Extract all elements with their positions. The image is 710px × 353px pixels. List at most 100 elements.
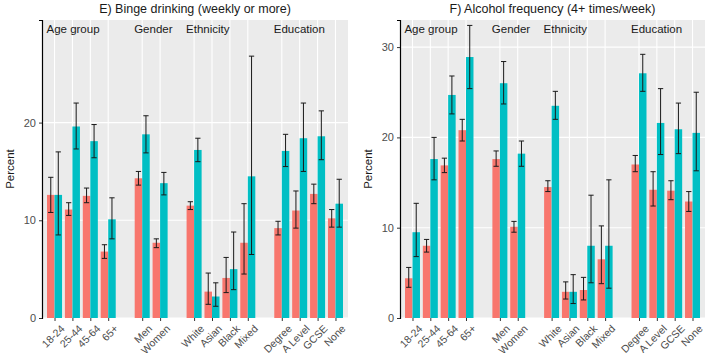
plot-background — [400, 20, 705, 318]
bar — [685, 202, 692, 318]
tick-mark — [466, 318, 467, 321]
group-label: Gender — [134, 23, 173, 35]
error-bar — [102, 245, 107, 259]
error-bars — [414, 25, 699, 303]
error-bar — [511, 221, 516, 232]
bar — [142, 134, 150, 318]
tick-mark — [552, 318, 553, 321]
group-label: Age group — [46, 23, 99, 35]
tick-mark — [518, 318, 519, 321]
tick-mark — [39, 123, 42, 124]
error-bar — [74, 103, 79, 149]
error-bar — [501, 62, 506, 104]
group-label: Ethnicity — [186, 23, 230, 35]
tick-label: 0 — [30, 312, 36, 324]
tick: 30 — [382, 41, 400, 53]
tick-mark — [90, 318, 91, 321]
tick-label: 65+ — [99, 322, 120, 343]
error-bar — [571, 275, 576, 304]
bar — [430, 159, 437, 318]
error-bar — [66, 203, 71, 216]
tick-mark — [397, 47, 400, 48]
error-bar — [143, 116, 148, 153]
error-bar — [206, 273, 211, 304]
tick-label: 45-64 — [433, 322, 461, 350]
bar — [83, 196, 91, 318]
tick-mark — [569, 318, 570, 321]
tick-mark — [639, 318, 640, 321]
bar-series — [412, 57, 700, 318]
tick-label: 0 — [388, 312, 394, 324]
error-bar — [337, 179, 342, 227]
error-bar — [414, 203, 419, 256]
error-bar — [431, 137, 436, 179]
tick-mark — [72, 318, 73, 321]
tick-label: 20 — [24, 117, 36, 129]
error-bar — [154, 239, 159, 248]
bar — [282, 151, 290, 318]
error-bar — [519, 141, 524, 166]
error-bar — [293, 191, 298, 228]
bar — [423, 246, 430, 318]
tick-label: 45-64 — [75, 322, 103, 350]
tick: None — [321, 318, 347, 348]
tick-mark — [108, 318, 109, 321]
bar — [153, 243, 161, 318]
tick: 65+ — [457, 318, 478, 343]
bar — [510, 227, 517, 318]
bar — [101, 252, 109, 318]
tick-mark — [397, 137, 400, 138]
axis-line — [39, 21, 43, 319]
bar — [187, 206, 195, 318]
y-grid — [42, 123, 348, 318]
tick-mark — [318, 318, 319, 321]
error-bar — [467, 25, 472, 88]
error-bar — [329, 210, 334, 228]
figure: Age group Gender Ethnicity Education 0 10 20 18… — [0, 0, 710, 353]
error-bar — [275, 221, 280, 235]
x-grid — [412, 20, 692, 318]
marks — [47, 56, 343, 318]
bar — [552, 106, 559, 318]
tick-label: Mixed — [589, 322, 617, 350]
x-grid — [55, 20, 336, 318]
group-label: Education — [631, 23, 682, 35]
error-bar — [84, 188, 89, 203]
y-axis: 0 10 20 — [24, 21, 43, 325]
bar — [65, 210, 73, 318]
panel: Age group Gender Ethnicity Education 0 10 20 18… — [4, 2, 348, 353]
tick-label: 20 — [382, 131, 394, 143]
tick-mark — [448, 318, 449, 321]
error-bar — [161, 172, 166, 194]
tick-mark — [605, 318, 606, 321]
bar — [135, 178, 143, 318]
tick: 0 — [30, 312, 42, 324]
error-bar — [494, 151, 499, 166]
bar — [544, 187, 551, 318]
group-label: Education — [274, 23, 325, 35]
y-axis: 0 10 20 30 — [382, 21, 401, 325]
error-bar — [581, 277, 586, 300]
tick: 10 — [382, 222, 400, 234]
chart-title: F) Alcohol frequency (4+ times/week) — [450, 2, 656, 16]
error-bar — [563, 282, 568, 299]
error-bar — [442, 158, 447, 172]
plot-background — [42, 20, 348, 318]
error-bars — [56, 56, 342, 306]
tick-label: 10 — [24, 214, 36, 226]
error-bar — [599, 226, 604, 284]
error-bar — [109, 198, 114, 239]
error-bar — [694, 92, 699, 171]
tick-mark — [300, 318, 301, 321]
tick-mark — [587, 318, 588, 321]
panel: Age groupGenderEthnicityEducation0102030… — [362, 2, 705, 353]
tick: 65+ — [99, 318, 120, 343]
tick-mark — [142, 318, 143, 321]
bar-series — [405, 130, 693, 318]
tick-mark — [194, 318, 195, 321]
x-axis: 18-2425-4445-6465+MenWomenWhiteAsianBlac… — [39, 318, 348, 353]
error-bar — [650, 172, 655, 206]
tick-mark — [657, 318, 658, 321]
tick: Mixed — [232, 318, 260, 350]
bar — [274, 228, 282, 318]
